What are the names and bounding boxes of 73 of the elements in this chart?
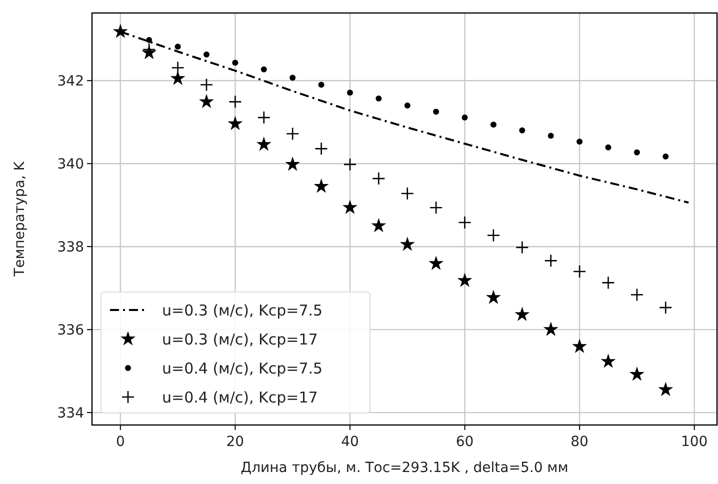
point bbox=[400, 236, 415, 251]
x-tick-label: 60 bbox=[456, 434, 474, 450]
point bbox=[112, 24, 128, 38]
point bbox=[286, 127, 300, 140]
point bbox=[458, 216, 472, 230]
point bbox=[514, 306, 530, 322]
point bbox=[457, 272, 472, 287]
point bbox=[228, 95, 242, 108]
y-axis-title: Температура, K bbox=[12, 160, 28, 278]
point bbox=[572, 264, 586, 278]
point bbox=[658, 382, 674, 396]
point bbox=[658, 300, 672, 314]
legend-label: u=0.4 (м/с), Kср=17 bbox=[162, 388, 318, 406]
y-tick-label: 340 bbox=[57, 156, 84, 173]
point bbox=[572, 338, 588, 353]
x-tick-label: 0 bbox=[116, 434, 125, 450]
point bbox=[548, 132, 554, 139]
point bbox=[232, 60, 238, 66]
x-tick-label: 80 bbox=[570, 434, 588, 450]
point bbox=[605, 144, 612, 150]
point bbox=[257, 110, 271, 124]
point bbox=[428, 256, 444, 270]
point bbox=[516, 240, 529, 254]
point bbox=[171, 61, 184, 74]
point bbox=[544, 254, 558, 268]
point bbox=[543, 322, 558, 336]
point bbox=[400, 186, 414, 200]
y-tick-label: 338 bbox=[57, 239, 84, 256]
point bbox=[170, 70, 186, 85]
point bbox=[486, 290, 501, 304]
point bbox=[342, 200, 358, 214]
point bbox=[228, 116, 243, 130]
point bbox=[256, 136, 272, 151]
x-tick-label: 20 bbox=[226, 434, 244, 450]
legend-label: u=0.4 (м/с), Kср=7.5 bbox=[162, 359, 323, 378]
point bbox=[602, 276, 615, 290]
point bbox=[404, 102, 410, 109]
y-tick-label: 342 bbox=[57, 74, 84, 90]
y-tick-label: 334 bbox=[57, 405, 84, 422]
point bbox=[662, 154, 669, 160]
point bbox=[429, 200, 443, 214]
point bbox=[372, 172, 386, 186]
point bbox=[600, 354, 616, 368]
y-tick-label: 336 bbox=[57, 322, 84, 338]
point bbox=[630, 288, 644, 302]
point bbox=[290, 74, 296, 81]
point bbox=[285, 156, 300, 171]
point bbox=[314, 142, 328, 156]
point bbox=[519, 127, 526, 134]
point bbox=[260, 66, 267, 72]
point bbox=[576, 138, 583, 145]
x-axis-title: Длина трубы, м. Tос=293.15K , delta=5.0 мм bbox=[240, 460, 568, 476]
point bbox=[486, 228, 500, 242]
point bbox=[174, 44, 181, 50]
x-tick-label: 40 bbox=[341, 434, 359, 450]
point bbox=[376, 95, 382, 102]
legend-label: u=0.3 (м/с), Kср=17 bbox=[162, 330, 318, 348]
point bbox=[343, 158, 357, 172]
point bbox=[203, 51, 210, 58]
point bbox=[346, 90, 353, 96]
point bbox=[371, 218, 386, 232]
point bbox=[146, 36, 152, 43]
point bbox=[318, 82, 324, 88]
point bbox=[629, 366, 644, 381]
x-tick-label: 100 bbox=[680, 434, 708, 450]
point bbox=[433, 108, 440, 115]
legend-label: u=0.3 (м/с), Kср=7.5 bbox=[162, 301, 323, 320]
point bbox=[634, 149, 640, 156]
point bbox=[200, 78, 214, 92]
point bbox=[490, 122, 496, 128]
point bbox=[198, 94, 214, 108]
point bbox=[462, 114, 468, 121]
point bbox=[314, 178, 329, 193]
